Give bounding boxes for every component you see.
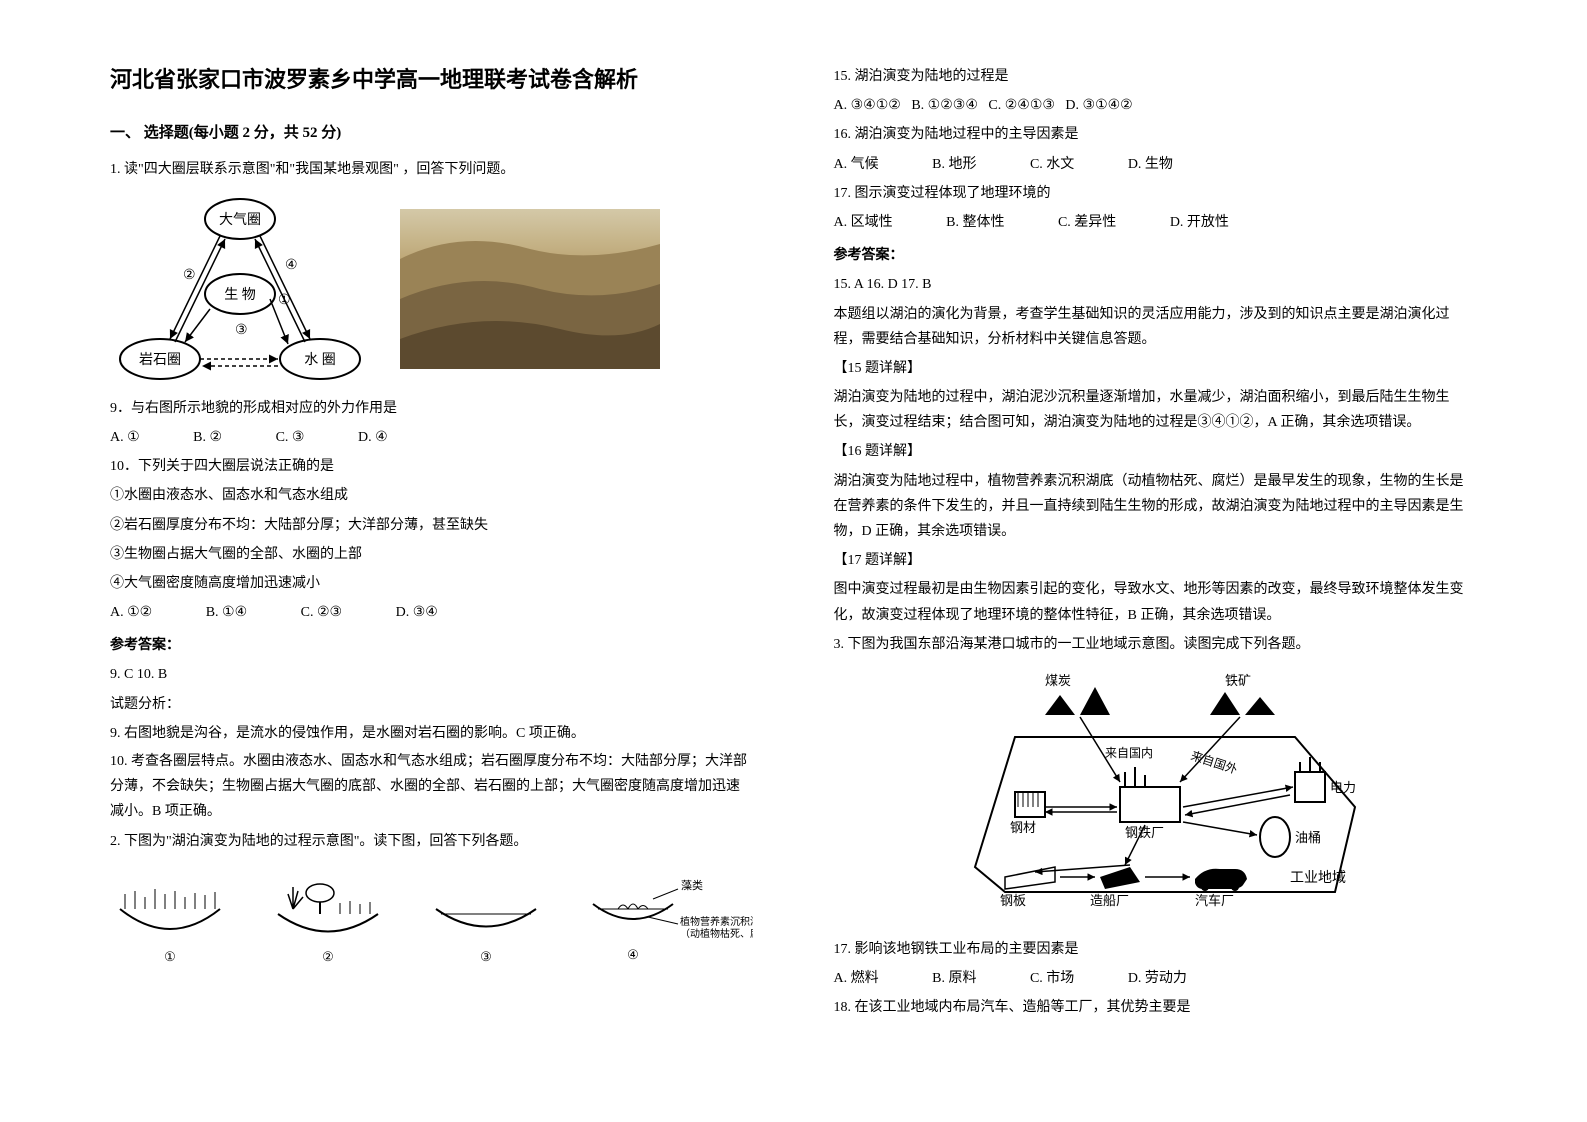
q9: 9．与右图所示地貌的形成相对应的外力作用是 bbox=[110, 396, 754, 421]
q16: 16. 湖泊演变为陆地过程中的主导因素是 bbox=[834, 122, 1478, 147]
q17b-opt-a: A. 燃料 bbox=[834, 966, 879, 991]
lake-diagram: ① ② ③ 藻类 植物营养素沉积湖底 （动植物枯死、腐烂） bbox=[110, 869, 754, 964]
label-car-plant: 汽车厂 bbox=[1195, 893, 1234, 908]
q9-options: A. ① B. ② C. ③ D. ④ bbox=[110, 425, 754, 450]
page-title: 河北省张家口市波罗素乡中学高一地理联考试卷含解析 bbox=[110, 60, 754, 100]
q17b: 17. 影响该地钢铁工业布局的主要因素是 bbox=[834, 937, 1478, 962]
svg-text:藻类: 藻类 bbox=[681, 878, 703, 892]
q17-opt-a: A. 区域性 bbox=[834, 210, 893, 235]
label-shipyard: 造船厂 bbox=[1090, 893, 1129, 908]
q10-opt-d: D. ③④ bbox=[396, 600, 438, 625]
landscape-photo bbox=[400, 209, 660, 369]
a9-text: 9. 右图地貌是沟谷，是流水的侵蚀作用，是水圈对岩石圈的影响。C 项正确。 bbox=[110, 721, 754, 746]
q15-detail-label: 【15 题详解】 bbox=[834, 356, 1478, 381]
label-3: ③ bbox=[235, 323, 248, 338]
label-oil-barrel: 油桶 bbox=[1295, 830, 1321, 845]
lake-stage-2: ② bbox=[268, 879, 388, 964]
q18: 18. 在该工业地域内布局汽车、造船等工厂，其优势主要是 bbox=[834, 995, 1478, 1020]
q17-opt-c: C. 差异性 bbox=[1058, 210, 1116, 235]
industrial-diagram: 煤炭 铁矿 来自国内 来自国外 电力 钢材 钢铁厂 油桶 钢板 造船 bbox=[945, 667, 1365, 927]
svg-text:②: ② bbox=[322, 949, 334, 964]
q16-options: A. 气候 B. 地形 C. 水文 D. 生物 bbox=[834, 152, 1478, 177]
q10-opt-a: A. ①② bbox=[110, 600, 152, 625]
q17: 17. 图示演变过程体现了地理环境的 bbox=[834, 181, 1478, 206]
label-abroad: 来自国外 bbox=[1189, 748, 1239, 776]
q15-opt-b: B. ①②③④ bbox=[911, 98, 978, 113]
q17-detail-label: 【17 题详解】 bbox=[834, 548, 1478, 573]
label-electricity: 电力 bbox=[1330, 780, 1356, 795]
q10-item2: ②岩石圈厚度分布不均：大陆部分厚；大洋部分薄，甚至缺失 bbox=[110, 513, 754, 538]
figure-q1: 大气圈 生 物 岩石圈 水 圈 ② ④ ① ③ bbox=[110, 194, 754, 384]
q16-opt-d: D. 生物 bbox=[1128, 152, 1173, 177]
answer-label-1: 参考答案： bbox=[110, 633, 754, 658]
label-1: ① bbox=[278, 293, 291, 308]
label-2: ② bbox=[183, 268, 196, 283]
label-iron-ore: 铁矿 bbox=[1225, 673, 1251, 688]
q17b-opt-c: C. 市场 bbox=[1030, 966, 1074, 991]
label-steel: 钢材 bbox=[1010, 820, 1036, 835]
q16-detail-label: 【16 题详解】 bbox=[834, 439, 1478, 464]
node-lithosphere: 岩石圈 bbox=[139, 352, 181, 368]
q17-opt-d: D. 开放性 bbox=[1170, 210, 1229, 235]
q10-item4: ④大气圈密度随高度增加迅速减小 bbox=[110, 571, 754, 596]
q9-opt-a: A. ① bbox=[110, 425, 140, 450]
q15: 15. 湖泊演变为陆地的过程是 bbox=[834, 64, 1478, 89]
svg-text:植物营养素沉积湖底: 植物营养素沉积湖底 bbox=[680, 915, 753, 928]
q16-opt-c: C. 水文 bbox=[1030, 152, 1074, 177]
analysis-label: 试题分析： bbox=[110, 692, 754, 717]
q15-opt-a: A. ③④①② bbox=[834, 98, 901, 113]
a10-text: 10. 考查各圈层特点。水圈由液态水、固态水和气态水组成；岩石圈厚度分布不均：大… bbox=[110, 749, 754, 825]
q10-item3: ③生物圈占据大气圈的全部、水圈的上部 bbox=[110, 542, 754, 567]
sphere-diagram: 大气圈 生 物 岩石圈 水 圈 ② ④ ① ③ bbox=[110, 194, 370, 384]
a15-17-intro: 本题组以湖泊的演化为背景，考查学生基础知识的灵活应用能力，涉及到的知识点主要是湖… bbox=[834, 302, 1478, 352]
q16-opt-b: B. 地形 bbox=[932, 152, 976, 177]
label-domestic: 来自国内 bbox=[1105, 746, 1153, 760]
section-heading: 一、 选择题(每小题 2 分，共 52 分) bbox=[110, 120, 754, 147]
q17b-opt-d: D. 劳动力 bbox=[1128, 966, 1187, 991]
node-biosphere: 生 物 bbox=[224, 287, 256, 303]
q9-opt-c: C. ③ bbox=[276, 425, 305, 450]
q15-opt-d: D. ③①④② bbox=[1065, 98, 1132, 113]
node-atmosphere: 大气圈 bbox=[219, 212, 261, 228]
node-hydrosphere: 水 圈 bbox=[304, 352, 336, 368]
a15-17: 15. A 16. D 17. B bbox=[834, 272, 1478, 297]
q10: 10．下列关于四大圈层说法正确的是 bbox=[110, 454, 754, 479]
q2-intro: 2. 下图为"湖泊演变为陆地的过程示意图"。读下图，回答下列各题。 bbox=[110, 829, 754, 854]
q10-opt-c: C. ②③ bbox=[301, 600, 342, 625]
q17b-options: A. 燃料 B. 原料 C. 市场 D. 劳动力 bbox=[834, 966, 1478, 991]
lake-stage-3: ③ bbox=[426, 879, 546, 964]
q16-detail: 湖泊演变为陆地过程中，植物营养素沉积湖底（动植物枯死、腐烂）是最早发生的现象，生… bbox=[834, 469, 1478, 545]
q1-intro: 1. 读"四大圈层联系示意图"和"我国某地景观图" ，回答下列问题。 bbox=[110, 157, 754, 182]
label-coal: 煤炭 bbox=[1045, 673, 1071, 688]
label-steel-plate: 钢板 bbox=[1000, 893, 1026, 908]
q15-detail: 湖泊演变为陆地的过程中，湖泊泥沙沉积量逐渐增加，水量减少，湖泊面积缩小，到最后陆… bbox=[834, 385, 1478, 435]
svg-text:④: ④ bbox=[628, 947, 640, 962]
svg-text:①: ① bbox=[164, 949, 176, 964]
q10-opt-b: B. ①④ bbox=[206, 600, 247, 625]
q17-detail: 图中演变过程最初是由生物因素引起的变化，导致水文、地形等因素的改变，最终导致环境… bbox=[834, 577, 1478, 627]
q10-options: A. ①② B. ①④ C. ②③ D. ③④ bbox=[110, 600, 754, 625]
q3-intro: 3. 下图为我国东部沿海某港口城市的一工业地域示意图。读图完成下列各题。 bbox=[834, 632, 1478, 657]
q17-options: A. 区域性 B. 整体性 C. 差异性 D. 开放性 bbox=[834, 210, 1478, 235]
q17-opt-b: B. 整体性 bbox=[946, 210, 1004, 235]
q17b-opt-b: B. 原料 bbox=[932, 966, 976, 991]
lake-stage-4: 藻类 植物营养素沉积湖底 （动植物枯死、腐烂） ④ bbox=[583, 869, 753, 964]
q15-options: A. ③④①② B. ①②③④ C. ②④①③ D. ③①④② bbox=[834, 93, 1478, 118]
answer-label-2: 参考答案： bbox=[834, 243, 1478, 268]
lake-stage-1: ① bbox=[110, 879, 230, 964]
label-4: ④ bbox=[285, 258, 298, 273]
svg-text:③: ③ bbox=[480, 949, 492, 964]
q9-opt-d: D. ④ bbox=[358, 425, 388, 450]
q10-item1: ①水圈由液态水、固态水和气态水组成 bbox=[110, 483, 754, 508]
q16-opt-a: A. 气候 bbox=[834, 152, 879, 177]
q9-opt-b: B. ② bbox=[193, 425, 222, 450]
svg-text:（动植物枯死、腐烂）: （动植物枯死、腐烂） bbox=[680, 927, 753, 940]
label-zone: 工业地域 bbox=[1290, 870, 1346, 886]
q15-opt-c: C. ②④①③ bbox=[988, 98, 1055, 113]
a9-10: 9. C 10. B bbox=[110, 662, 754, 687]
